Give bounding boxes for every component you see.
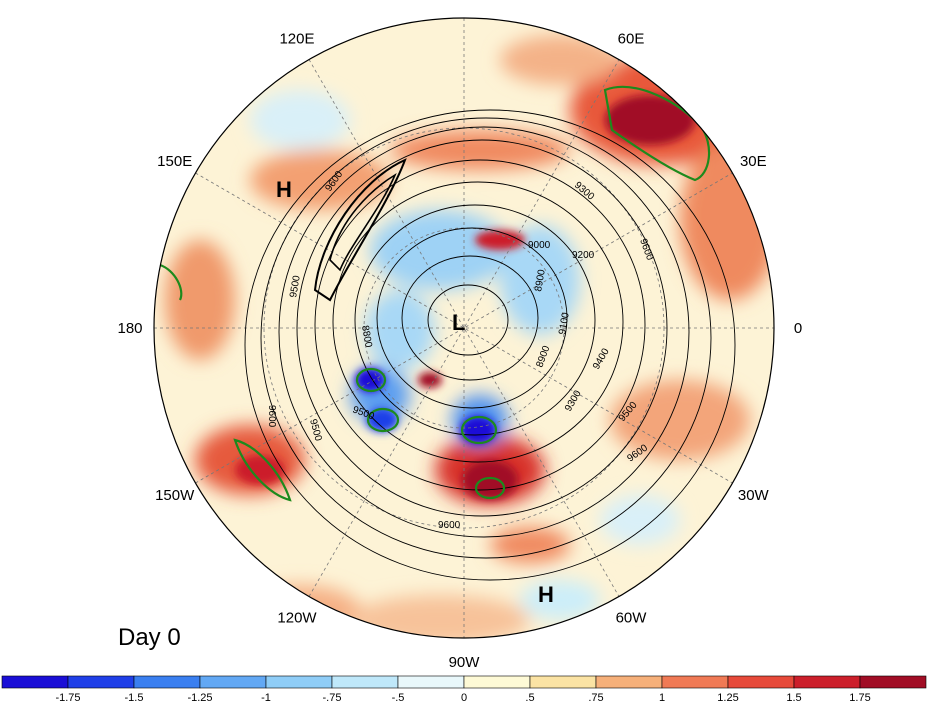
colorbar: -1.75 -1.5 -1.25 -1 -.75 -.5 0 .5 .75 1 1.25 1.5 1.7… — [1, 675, 927, 702]
lon-label-90e: 90E — [451, 0, 478, 3]
colorbar-label: -1.25 — [187, 692, 212, 702]
highlight-contours — [159, 85, 711, 502]
contour-label: 9600 — [438, 520, 461, 531]
colorbar-label: 1.25 — [717, 692, 738, 702]
lon-label-30e: 30E — [740, 153, 767, 170]
colorbar-swatch — [661, 675, 729, 689]
low-pressure-marker: L — [452, 310, 465, 335]
colorbar-swatch — [67, 675, 135, 689]
colorbar-swatch — [727, 675, 795, 689]
graticule — [154, 18, 774, 638]
colorbar-swatch — [463, 675, 531, 689]
longitude-labels: 90E 60E 30E 0 30W 60W 90W 120W 150W 180 150E 120E — [117, 0, 802, 671]
colorbar-swatch — [859, 675, 927, 689]
lon-label-60e: 60E — [618, 31, 645, 48]
lon-label-90w: 90W — [449, 654, 481, 671]
day-label: Day 0 — [118, 624, 181, 651]
colorbar-swatch — [331, 675, 399, 689]
colorbar-label: .75 — [588, 692, 603, 702]
lon-label-120e: 120E — [279, 31, 314, 48]
map-disk: 9600 9500 9300 9000 9200 8900 8800 8900 … — [154, 18, 774, 638]
colorbar-label: 0 — [461, 692, 467, 702]
contour-label: 9600 — [266, 405, 277, 428]
colorbar-label: -.5 — [392, 692, 405, 702]
colorbar-label: -1.5 — [125, 692, 144, 702]
contour-value-labels: 9600 9500 9300 9000 9200 8900 8800 8900 … — [266, 169, 655, 531]
contour-label: 9000 — [528, 240, 551, 251]
lon-label-150w: 150W — [155, 487, 195, 504]
lon-label-150e: 150E — [157, 153, 192, 170]
colorbar-swatch — [529, 675, 597, 689]
colorbar-swatch — [793, 675, 861, 689]
colorbar-swatch — [199, 675, 267, 689]
contour-label: 9500 — [288, 274, 303, 298]
colorbar-swatch — [397, 675, 465, 689]
colorbar-label: -.75 — [323, 692, 342, 702]
map-border — [153, 17, 775, 639]
colorbar-label: 1.75 — [849, 692, 870, 702]
high-pressure-marker-atlantic: H — [538, 582, 554, 607]
colorbar-label: -1.75 — [55, 692, 80, 702]
colorbar-label: 1.5 — [786, 692, 801, 702]
colorbar-swatch — [265, 675, 333, 689]
contour-label: 8800 — [359, 325, 374, 349]
lon-label-60w: 60W — [616, 609, 648, 626]
contour-label: 9200 — [572, 250, 595, 261]
contour-label: 9100 — [557, 311, 572, 335]
lon-label-180: 180 — [117, 320, 142, 337]
colorbar-label: .5 — [525, 692, 534, 702]
colorbar-label: -1 — [261, 692, 271, 702]
colorbar-swatch — [133, 675, 201, 689]
lon-label-120w: 120W — [277, 609, 317, 626]
lon-label-0: 0 — [794, 320, 802, 337]
colorbar-label: 1 — [659, 692, 665, 702]
contour-label: 8900 — [533, 268, 548, 292]
high-pressure-marker-pacific: H — [276, 177, 292, 202]
height-contours — [244, 109, 736, 581]
lon-label-30w: 30W — [738, 487, 770, 504]
colorbar-swatch — [595, 675, 663, 689]
colorbar-swatch — [1, 675, 69, 689]
